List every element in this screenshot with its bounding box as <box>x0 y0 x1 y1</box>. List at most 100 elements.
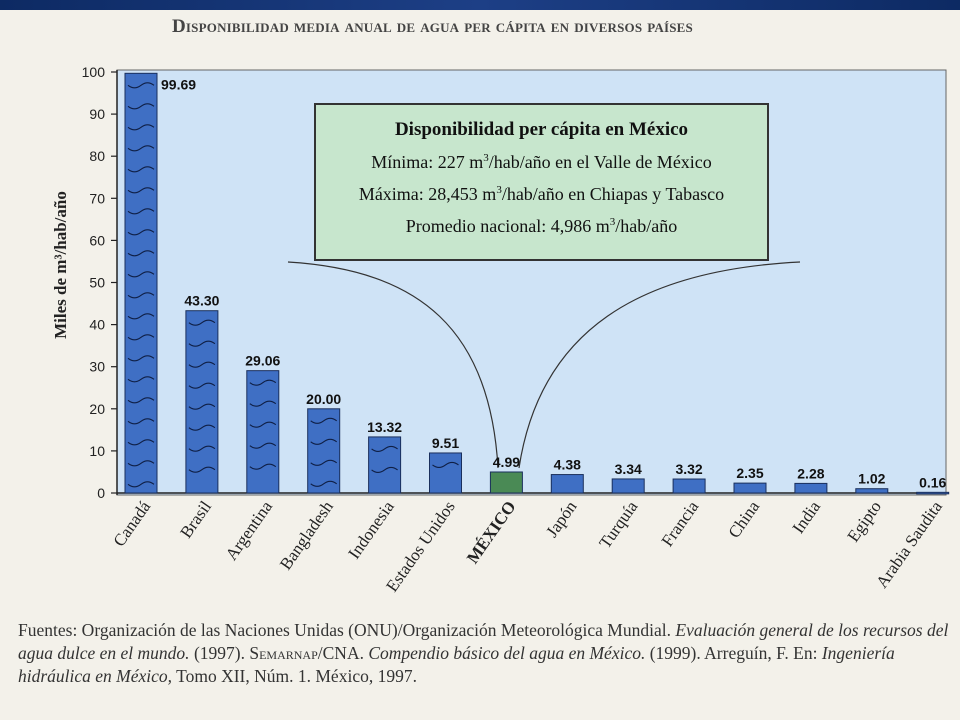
bar-wave-decoration <box>127 271 155 278</box>
bar-egipto <box>855 488 889 494</box>
bar-brasil <box>185 310 219 494</box>
callout-curve-left <box>287 261 499 469</box>
bar-wave-decoration <box>127 481 155 488</box>
mexico-callout-box: Disponibilidad per cápita en México Míni… <box>314 103 769 261</box>
bar-wave-decoration <box>127 376 155 383</box>
y-tick-label: 60 <box>89 232 105 248</box>
bar-wave-decoration <box>127 229 155 236</box>
bar-wave-decoration <box>249 379 277 386</box>
bar-wave-decoration <box>127 355 155 362</box>
bar-wave-decoration <box>188 382 216 389</box>
bar-wave-decoration <box>188 340 216 347</box>
bar-wave-decoration <box>249 463 277 470</box>
bar-wave-decoration <box>127 124 155 131</box>
bar-value-label: 3.32 <box>675 461 702 477</box>
bar-wave-decoration <box>127 292 155 299</box>
x-category-label: Bangladesh <box>276 497 337 573</box>
bar-india <box>794 482 828 494</box>
bar-wave-decoration <box>127 103 155 110</box>
bar-value-label: 2.35 <box>736 465 763 481</box>
bar-wave-decoration <box>249 442 277 449</box>
bar-value-label: 0.16 <box>919 474 946 490</box>
bar-méxico <box>489 471 523 494</box>
bar-wave-decoration <box>127 82 155 89</box>
x-category-label: MÉXICO <box>463 497 520 567</box>
x-category-label: Arabia Saudita <box>872 497 946 591</box>
y-tick-label: 20 <box>89 401 105 417</box>
bar-value-label: 29.06 <box>245 353 280 369</box>
x-category-label: Japón <box>542 497 581 541</box>
callout-curve-right <box>518 261 801 469</box>
bar-wave-decoration <box>310 417 338 424</box>
bar-wave-decoration <box>249 421 277 428</box>
bar-wave-decoration <box>127 439 155 446</box>
y-tick-label: 70 <box>89 190 105 206</box>
bar-wave-decoration <box>127 418 155 425</box>
bar-wave-decoration <box>432 461 459 469</box>
bar-wave-decoration <box>188 361 216 368</box>
y-tick-label: 0 <box>97 485 105 501</box>
bar-wave-decoration <box>249 400 277 407</box>
y-tick-label: 80 <box>89 148 105 164</box>
bar-francia <box>672 478 706 494</box>
bar-wave-decoration <box>188 424 216 431</box>
callout-average: Promedio nacional: 4,986 m3/hab/año <box>405 216 678 236</box>
x-category-label: Brasil <box>176 497 215 541</box>
bar-value-label: 4.99 <box>493 454 520 470</box>
bar-value-label: 20.00 <box>306 391 341 407</box>
bar-argentina <box>246 370 280 494</box>
bar-wave-decoration <box>127 313 155 320</box>
x-category-label: Francia <box>658 497 703 550</box>
y-axis-label: Miles de m³/hab/año <box>51 191 70 339</box>
y-tick-label: 30 <box>89 359 105 375</box>
bar-wave-decoration <box>371 466 398 473</box>
callout-minimum: Mínima: 227 m3/hab/año en el Valle de Mé… <box>371 152 712 172</box>
bar-value-label: 13.32 <box>367 419 402 435</box>
bar-value-label: 4.38 <box>554 457 581 473</box>
bar-wave-decoration <box>310 480 338 487</box>
bar-indonesia <box>368 436 402 494</box>
bar-value-label: 43.30 <box>184 293 219 309</box>
x-category-label: Turquía <box>595 497 641 552</box>
bar-canadá <box>124 72 158 494</box>
bar-value-label: 9.51 <box>432 435 459 451</box>
x-category-label: Argentina <box>222 497 277 564</box>
bar-wave-decoration <box>127 208 155 215</box>
bar-wave-decoration <box>127 250 155 257</box>
callout-connector-curves <box>287 261 801 469</box>
bar-wave-decoration <box>127 187 155 194</box>
bar-wave-decoration <box>188 319 216 326</box>
bar-wave-decoration <box>127 334 155 341</box>
bar-arabia-saudita <box>916 491 950 495</box>
bar-wave-decoration <box>188 466 216 473</box>
bar-wave-decoration <box>127 166 155 173</box>
chart-title: Disponibilidad media anual de agua per c… <box>172 16 693 37</box>
source-citation: Fuentes: Organización de las Naciones Un… <box>18 620 949 686</box>
bar-turquía <box>611 478 645 494</box>
bar-wave-decoration <box>310 459 338 466</box>
bar-wave-decoration <box>371 445 398 452</box>
bar-chart: 0 10 20 30 40 50 60 70 80 90 100 99.69 43.30 29.06 20… <box>51 64 950 595</box>
bar-japón <box>550 474 584 494</box>
bar-wave-decoration <box>127 460 155 467</box>
y-tick-label: 10 <box>89 443 105 459</box>
bar-value-label: 3.34 <box>615 461 642 477</box>
bar-china <box>733 482 767 494</box>
y-tick-label: 90 <box>89 106 105 122</box>
y-tick-label: 100 <box>82 64 106 80</box>
bar-wave-decoration <box>127 397 155 404</box>
x-category-label: China <box>724 497 763 542</box>
callout-title: Disponibilidad per cápita en México <box>394 119 689 140</box>
bar-value-label: 99.69 <box>161 76 196 92</box>
y-tick-label: 40 <box>89 317 105 333</box>
bar-wave-decoration <box>188 445 216 452</box>
top-border <box>0 0 960 10</box>
bar-wave-decoration <box>310 438 338 445</box>
bar-wave-decoration <box>188 403 216 410</box>
x-category-label: Egipto <box>844 497 886 545</box>
y-tick-label: 50 <box>89 275 105 291</box>
bar-wave-decoration <box>127 145 155 152</box>
callout-maximum: Máxima: 28,453 m3/hab/año en Chiapas y T… <box>358 184 725 204</box>
x-category-label: Canadá <box>109 497 154 550</box>
x-category-label: India <box>789 497 825 537</box>
